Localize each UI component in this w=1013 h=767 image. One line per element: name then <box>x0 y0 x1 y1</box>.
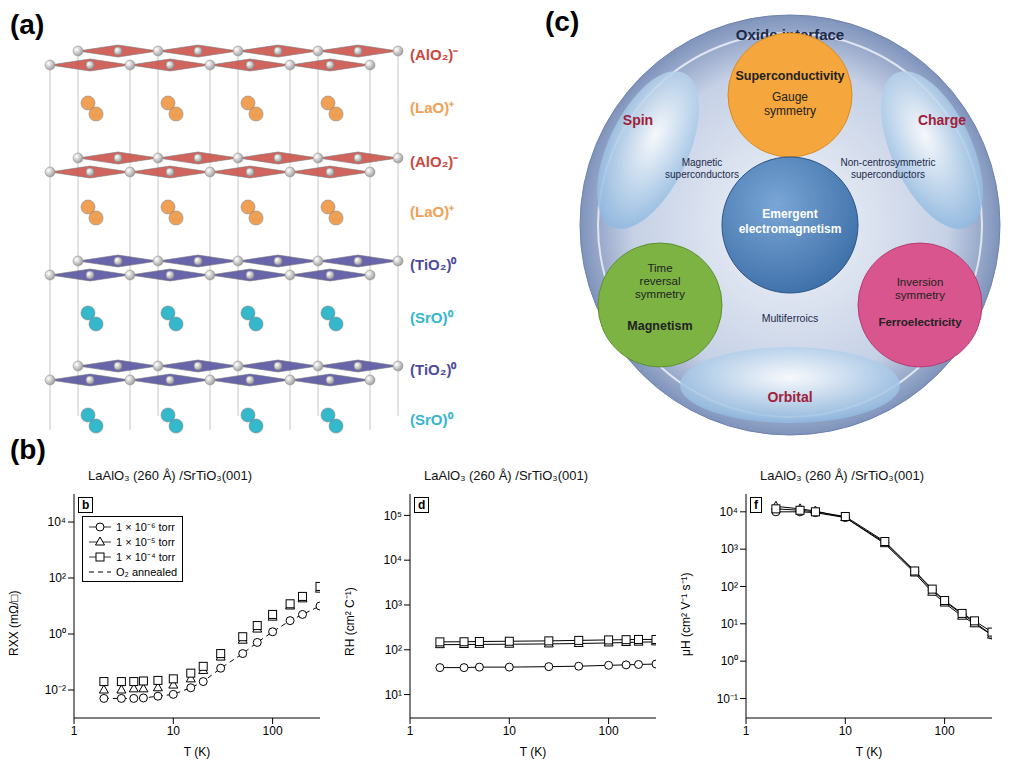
svg-text:10³: 10³ <box>385 598 402 612</box>
html-text:f: f <box>754 498 758 512</box>
svg-text:Multiferroics: Multiferroics <box>762 312 819 324</box>
html-text:1 × 10⁻⁶ torr: 1 × 10⁻⁶ torr <box>116 521 175 533</box>
svg-text:μH (cm² V⁻¹ s⁻¹): μH (cm² V⁻¹ s⁻¹) <box>679 572 693 656</box>
svg-text:1: 1 <box>743 724 750 738</box>
html-text:d: d <box>418 498 426 512</box>
html-text:LaAlO₃ (260 Å) /SrTiO₃(001): LaAlO₃ (260 Å) /SrTiO₃(001) <box>424 468 588 483</box>
svg-text:(LaO)⁺: (LaO)⁺ <box>410 203 454 220</box>
svg-text:10: 10 <box>167 724 181 738</box>
svg-text:10²: 10² <box>385 643 402 657</box>
svg-text:10: 10 <box>839 724 853 738</box>
svg-text:10⁻¹: 10⁻¹ <box>717 692 738 706</box>
svg-text:Non-centrosymmetricsuperconduc: Non-centrosymmetricsuperconductors <box>840 157 935 180</box>
svg-text:T (K): T (K) <box>520 745 546 759</box>
svg-text:1: 1 <box>71 724 78 738</box>
svg-text:10⁴: 10⁴ <box>719 505 738 519</box>
svg-text:Timereversalsymmetry: Timereversalsymmetry <box>635 262 685 300</box>
svg-text:RXX (mΩ/□): RXX (mΩ/□) <box>7 590 21 656</box>
svg-text:10: 10 <box>503 724 517 738</box>
svg-text:10³: 10³ <box>721 542 738 556</box>
svg-text:Superconductivity: Superconductivity <box>735 69 844 83</box>
svg-text:10¹: 10¹ <box>385 688 402 702</box>
html-text:1 × 10⁻⁵ torr: 1 × 10⁻⁵ torr <box>116 536 175 548</box>
svg-text:100: 100 <box>935 724 955 738</box>
svg-text:(SrO)⁰: (SrO)⁰ <box>410 309 454 326</box>
svg-text:(AlO₂)⁻: (AlO₂)⁻ <box>410 153 458 170</box>
svg-text:T (K): T (K) <box>184 745 210 759</box>
svg-text:(SrO)⁰: (SrO)⁰ <box>410 411 454 428</box>
svg-text:(LaO)⁺: (LaO)⁺ <box>410 99 454 116</box>
svg-text:Charge: Charge <box>918 112 966 128</box>
svg-text:Magneticsuperconductors: Magneticsuperconductors <box>665 157 739 180</box>
svg-text:RH (cm² C⁻¹): RH (cm² C⁻¹) <box>343 587 357 656</box>
svg-text:Spin: Spin <box>623 112 653 128</box>
svg-text:(AlO₂)⁻: (AlO₂)⁻ <box>410 46 458 63</box>
svg-text:(TiO₂)⁰: (TiO₂)⁰ <box>410 256 457 273</box>
html-text:O₂ annealed: O₂ annealed <box>116 565 178 578</box>
svg-text:10⁰: 10⁰ <box>721 654 738 668</box>
html-text:(b): (b) <box>10 434 46 465</box>
svg-text:10⁴: 10⁴ <box>383 553 402 567</box>
svg-text:Magnetism: Magnetism <box>627 319 692 333</box>
svg-text:T (K): T (K) <box>856 745 882 759</box>
svg-text:Oxide interface: Oxide interface <box>735 26 845 43</box>
svg-text:10²: 10² <box>49 571 66 585</box>
svg-text:10²: 10² <box>721 580 738 594</box>
svg-text:Emergentelectromagnetism: Emergentelectromagnetism <box>739 207 842 236</box>
svg-text:10⁻²: 10⁻² <box>45 683 66 697</box>
html-text:1 × 10⁻⁴ torr: 1 × 10⁻⁴ torr <box>116 551 176 563</box>
svg-text:(a): (a) <box>10 9 44 40</box>
html-text:b: b <box>82 498 90 512</box>
svg-text:Ferroelectricity: Ferroelectricity <box>878 316 962 328</box>
svg-text:Orbital: Orbital <box>767 389 812 405</box>
svg-text:1: 1 <box>407 724 414 738</box>
svg-text:100: 100 <box>599 724 619 738</box>
svg-text:10⁰: 10⁰ <box>49 627 66 641</box>
svg-text:10⁵: 10⁵ <box>384 509 402 523</box>
svg-text:(TiO₂)⁰: (TiO₂)⁰ <box>410 361 457 378</box>
html-text:(c): (c) <box>545 6 580 37</box>
svg-text:10¹: 10¹ <box>721 617 738 631</box>
svg-text:Inversionsymmetry: Inversionsymmetry <box>895 276 945 301</box>
svg-text:100: 100 <box>263 724 283 738</box>
svg-text:10⁴: 10⁴ <box>47 515 66 529</box>
html-text:LaAlO₃ (260 Å) /SrTiO₃(001): LaAlO₃ (260 Å) /SrTiO₃(001) <box>88 468 252 483</box>
html-text:LaAlO₃ (260 Å) /SrTiO₃(001): LaAlO₃ (260 Å) /SrTiO₃(001) <box>760 468 924 483</box>
svg-text:Gaugesymmetry: Gaugesymmetry <box>764 90 816 118</box>
